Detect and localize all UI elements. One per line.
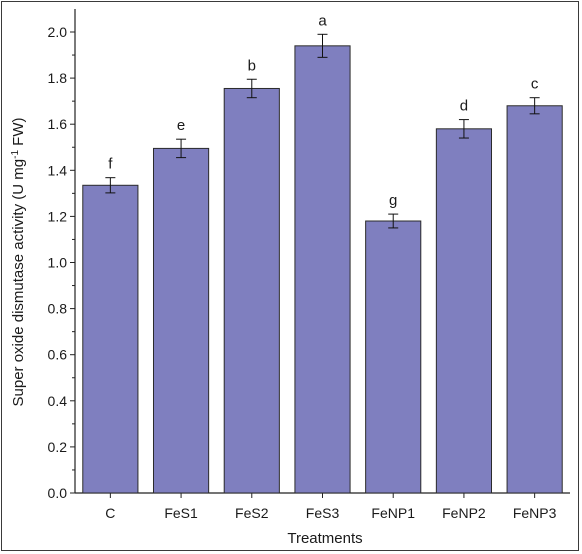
y-axis-title: Super oxide dismutase activity (U mg-1 F… (10, 117, 27, 406)
significance-letters: f e b a g d c (108, 12, 539, 209)
significance-letter: a (318, 12, 327, 29)
y-tick-label: 0.0 (48, 485, 68, 501)
x-tick-label: FeNP2 (442, 505, 486, 521)
x-tick-label: FeNP3 (513, 505, 557, 521)
significance-letter: f (108, 156, 113, 173)
y-tick-label: 2.0 (48, 24, 68, 40)
bar (152, 147, 210, 494)
bar (82, 184, 139, 494)
bar (223, 87, 280, 494)
x-tick-label: FeNP1 (371, 505, 415, 521)
y-tick-label: 1.6 (48, 116, 68, 132)
y-tick-label: 0.4 (48, 393, 68, 409)
bars (82, 45, 563, 494)
y-tick-label: 1.0 (48, 255, 68, 271)
bar (506, 105, 563, 494)
significance-letter: d (460, 98, 468, 115)
bar (435, 128, 493, 494)
x-tick-label: C (105, 505, 115, 521)
significance-letter: g (389, 192, 397, 209)
bar (294, 45, 351, 494)
x-axis-title: Treatments (287, 530, 362, 547)
x-tick-label: FeS2 (235, 505, 269, 521)
significance-letter: b (248, 57, 256, 74)
y-axis-title-main: Super oxide dismutase activity (U mg (10, 159, 27, 407)
x-tick-label: FeS3 (306, 505, 340, 521)
significance-letter: c (531, 76, 539, 93)
y-tick-label: 0.8 (48, 301, 68, 317)
x-tick-label: FeS1 (164, 505, 198, 521)
y-tick-label: 1.2 (48, 208, 68, 224)
y-tick-label: 0.2 (48, 439, 68, 455)
y-axis-title-superscript: -1 (10, 150, 21, 159)
y-axis-title-tail: FW) (10, 117, 27, 149)
bar (365, 220, 422, 494)
significance-letter: e (177, 117, 185, 134)
y-tick-label: 1.4 (48, 162, 68, 178)
y-axis: 0.0 0.2 0.4 0.6 0.8 1.0 1.2 1.4 1.6 1.8 2.0 (48, 8, 76, 501)
y-tick-label: 0.6 (48, 347, 68, 363)
error-bars (105, 33, 540, 229)
x-axis: C FeS1 FeS2 FeS3 FeNP1 FeNP2 FeNP3 (75, 492, 570, 521)
y-tick-label: 1.8 (48, 70, 68, 86)
